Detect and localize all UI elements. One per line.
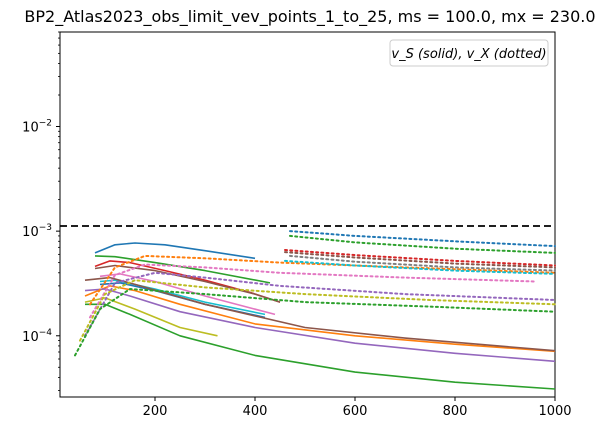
series-line-17 <box>89 254 556 306</box>
series-line-15 <box>284 249 556 267</box>
series-line-2 <box>94 255 271 284</box>
series-line-8 <box>84 285 556 353</box>
x-tick-label-2: 400 <box>243 404 268 419</box>
series-line-10 <box>84 297 218 337</box>
x-tick-label-3: 600 <box>343 404 368 419</box>
x-tick-label-5: 1000 <box>538 404 571 419</box>
x-tick-label-1: 200 <box>143 404 168 419</box>
legend: v_S (solid), v_X (dotted) <box>389 39 549 67</box>
y-tick-label-2: 10−3 <box>22 223 52 240</box>
series-line-18 <box>284 259 556 275</box>
axes-layer: 200 400 600 800 1000 10−4 10−3 10−2 <box>22 31 572 419</box>
series-line-9 <box>84 288 556 363</box>
series-line-1 <box>94 242 256 260</box>
series-line-22 <box>74 288 556 357</box>
series-line-12 <box>84 276 556 352</box>
legend-box <box>389 39 549 67</box>
series-line-14 <box>289 234 556 254</box>
series-line-6 <box>99 279 266 316</box>
y-tick-label-1: 10−4 <box>22 328 52 345</box>
x-tick-label-4: 800 <box>443 404 468 419</box>
series-line-21 <box>79 279 556 342</box>
series-line-20 <box>84 271 556 337</box>
series-line-11 <box>85 303 556 390</box>
series-line-16 <box>284 251 556 269</box>
chart-title: BP2_Atlas2023_obs_limit_vev_points_1_to_… <box>24 7 595 27</box>
series-line-23 <box>289 254 556 272</box>
series-line-19 <box>89 263 536 319</box>
legend-entry: v_S (solid), v_X (dotted) <box>391 47 546 62</box>
plot-frame <box>59 31 556 398</box>
series-line-13 <box>289 230 556 248</box>
series-layer <box>74 230 556 390</box>
y-tick-label-3: 10−2 <box>22 119 52 136</box>
